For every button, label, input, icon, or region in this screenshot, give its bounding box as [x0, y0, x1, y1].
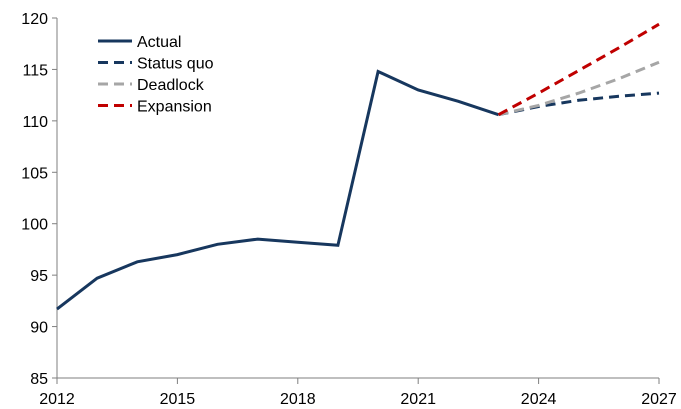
chart-series	[56, 22, 660, 311]
series-line-expansion	[497, 22, 660, 117]
legend-label-status-quo: Status quo	[137, 56, 214, 73]
series-line-deadlock	[498, 60, 660, 117]
x-tick-label: 2024	[521, 391, 557, 408]
x-tick-label: 2012	[39, 391, 75, 408]
x-tick-label: 2027	[641, 391, 677, 408]
y-tick-label: 105	[21, 165, 48, 182]
series-line-actual	[56, 69, 499, 311]
x-tick-label: 2021	[400, 391, 436, 408]
legend-label-actual: Actual	[137, 34, 181, 51]
y-tick-label: 100	[21, 217, 48, 234]
series-line-status-quo	[498, 91, 660, 117]
y-tick-label: 95	[30, 268, 48, 285]
y-tick-label: 85	[30, 371, 48, 388]
x-tick-label: 2018	[280, 391, 316, 408]
x-tick-label: 2015	[160, 391, 196, 408]
legend-label-deadlock: Deadlock	[137, 77, 205, 94]
chart-legend: Actual Status quo Deadlock Expansion	[98, 34, 214, 116]
y-tick-label: 120	[21, 11, 48, 28]
y-tick-label: 90	[30, 320, 48, 337]
chart-axes: 85 90 95 100 105 110 115 120 2012 2015 2018 2021 202…	[21, 11, 677, 408]
y-tick-label: 110	[22, 114, 48, 131]
y-tick-label: 115	[22, 62, 48, 79]
legend-label-expansion: Expansion	[137, 99, 212, 116]
